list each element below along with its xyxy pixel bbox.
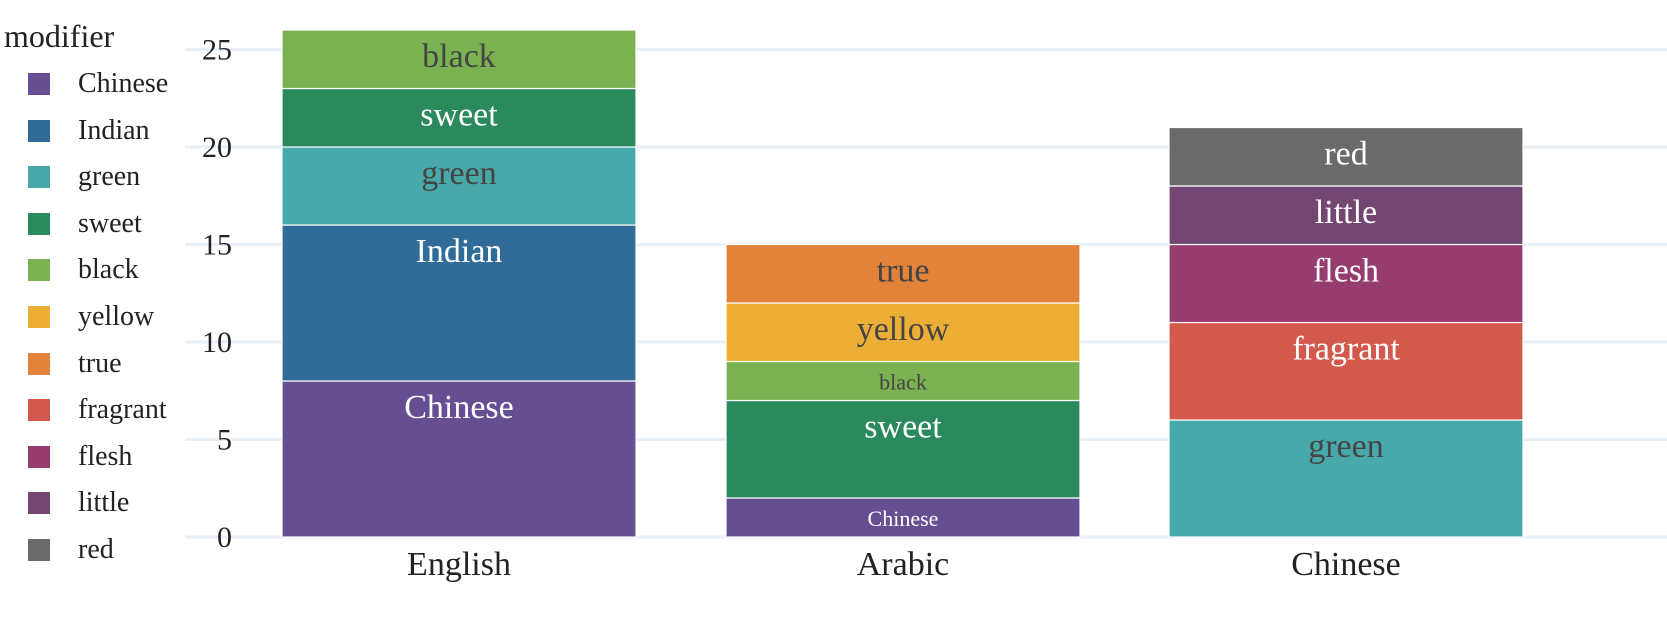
legend-swatch [28,492,50,515]
data-label: black [879,370,927,395]
data-label: fragrant [1292,331,1400,368]
bars: Chinese Indian green sweet black Chinese sweet… [281,29,1524,538]
x-tick-label: English [407,546,511,583]
legend-swatch [28,212,50,235]
data-label: black [422,38,496,75]
legend-label: fragrant [78,394,167,426]
legend-label: flesh [78,440,133,472]
data-label: Indian [416,233,503,270]
legend-item-green: green [28,161,168,211]
x-tick-label: Chinese [1291,546,1401,583]
data-label: yellow [857,311,950,348]
bar-segment-green [1168,419,1524,538]
data-label: green [421,155,497,192]
bar-segment-green [281,146,637,226]
data-label: red [1324,136,1367,173]
legend: Chinese Indian green sweet black yellow true fr… [28,68,169,584]
data-label: green [1308,428,1384,465]
legend-swatch [28,119,50,142]
y-tick-label: 5 [217,424,232,457]
legend-swatch [28,166,50,189]
bar-segment-yellow [725,302,1081,363]
bar-segment-sweet [725,399,1081,499]
legend-item-black: black [28,254,168,304]
legend-item-red: red [28,533,168,584]
legend-item-indian: Indian [28,114,168,165]
x-tick-label: Arabic [857,546,950,583]
legend-title: modifier [4,18,115,54]
bar-segment-red [1168,126,1524,187]
bar-segment-chinese [725,497,1081,538]
legend-label: little [78,487,130,519]
legend-label: Chinese [78,68,169,99]
legend-swatch [28,445,50,468]
y-axis: 0 5 10 15 20 25 [202,34,232,555]
legend-item-flesh: flesh [28,440,168,491]
data-label: sweet [864,409,942,446]
bar-segment-black [725,360,1081,402]
data-label: Chinese [404,389,514,426]
legend-item-true: true [28,347,168,398]
legend-label: Indian [78,114,150,146]
legend-swatch [28,399,50,422]
x-axis: English Arabic Chinese [407,546,1401,583]
legend-swatch [28,305,50,328]
legend-swatch [28,73,50,95]
bar-segment-true [725,243,1081,304]
data-label: little [1315,194,1377,231]
y-tick-label: 20 [202,131,232,164]
data-label: sweet [420,97,498,134]
legend-item-little: little [28,487,168,537]
bar-segment-chinese [281,380,637,538]
legend-label: sweet [78,207,142,239]
legend-label: true [78,347,122,379]
legend-label: green [78,161,141,193]
y-tick-label: 10 [202,326,232,359]
legend-item-chinese: Chinese [28,68,169,118]
legend-label: yellow [78,300,155,332]
legend-label: red [78,533,114,565]
bar-segment-little [1168,185,1524,246]
data-label: true [877,253,930,290]
legend-item-yellow: yellow [28,300,168,351]
legend-swatch [28,352,50,375]
bar-segment-black [281,29,637,90]
y-tick-label: 25 [202,34,232,67]
legend-swatch [28,538,50,561]
legend-label: black [78,254,139,286]
legend-swatch [28,259,50,282]
legend-item-fragrant: fragrant [28,394,168,444]
legend-item-sweet: sweet [28,207,168,258]
data-label: Chinese [868,506,939,531]
y-tick-label: 15 [202,229,232,262]
bar-segment-indian [281,224,637,382]
data-label: flesh [1313,253,1379,290]
bar-segment-fragrant [1168,321,1524,421]
y-tick-label: 0 [217,521,232,554]
bar-segment-flesh [1168,243,1524,324]
